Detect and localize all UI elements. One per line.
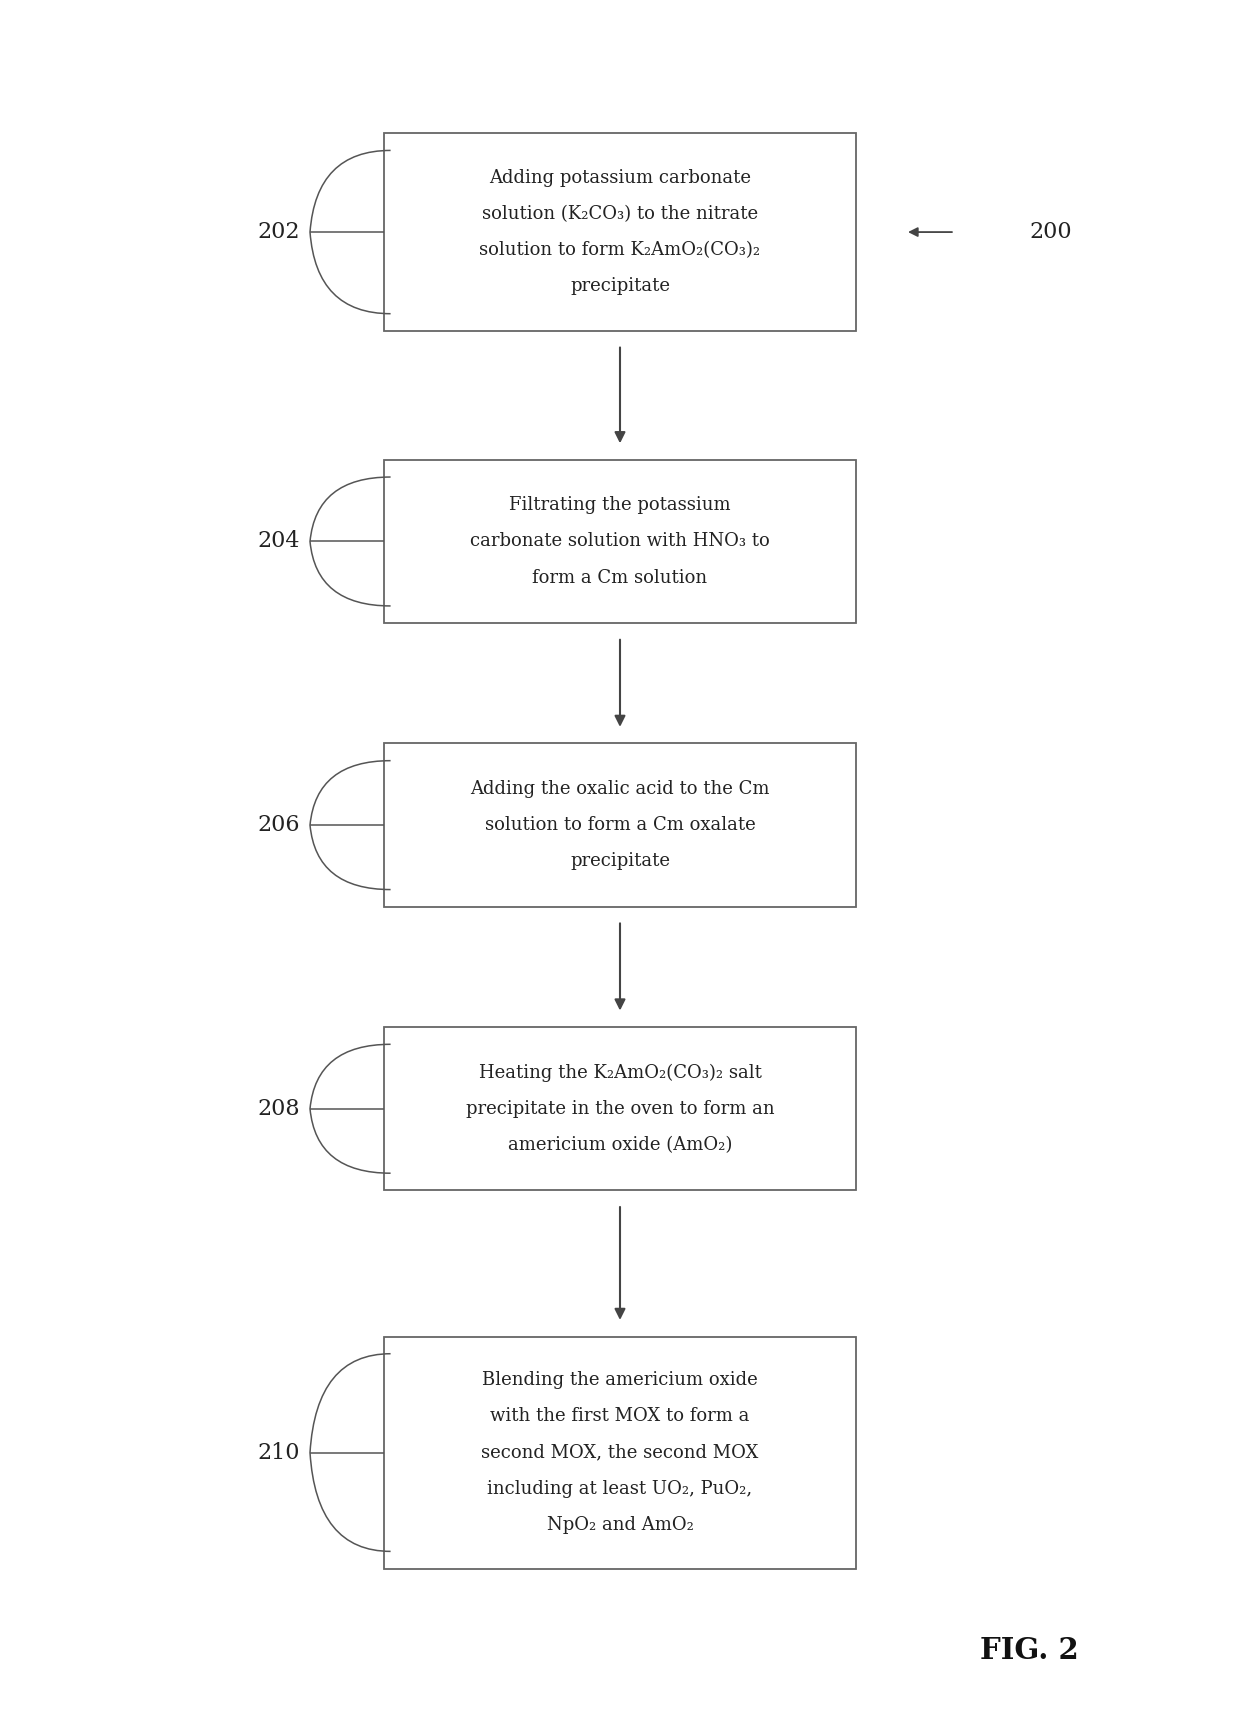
Text: precipitate: precipitate: [570, 853, 670, 870]
Text: solution to form a Cm oxalate: solution to form a Cm oxalate: [485, 817, 755, 834]
Text: precipitate: precipitate: [570, 277, 670, 296]
Text: precipitate in the oven to form an: precipitate in the oven to form an: [466, 1100, 774, 1117]
Text: americium oxide (AmO₂): americium oxide (AmO₂): [508, 1136, 732, 1153]
Text: Filtrating the potassium: Filtrating the potassium: [510, 497, 730, 514]
Text: Heating the K₂AmO₂(CO₃)₂ salt: Heating the K₂AmO₂(CO₃)₂ salt: [479, 1064, 761, 1081]
Text: carbonate solution with HNO₃ to: carbonate solution with HNO₃ to: [470, 533, 770, 550]
FancyBboxPatch shape: [384, 459, 856, 622]
FancyBboxPatch shape: [384, 132, 856, 330]
Text: second MOX, the second MOX: second MOX, the second MOX: [481, 1444, 759, 1461]
Text: 202: 202: [258, 222, 300, 242]
Text: FIG. 2: FIG. 2: [980, 1636, 1079, 1664]
Text: Blending the americium oxide: Blending the americium oxide: [482, 1372, 758, 1389]
FancyBboxPatch shape: [384, 1337, 856, 1568]
Text: NpO₂ and AmO₂: NpO₂ and AmO₂: [547, 1516, 693, 1533]
Text: with the first MOX to form a: with the first MOX to form a: [490, 1408, 750, 1425]
FancyBboxPatch shape: [384, 1026, 856, 1190]
Text: 206: 206: [258, 815, 300, 835]
Text: 208: 208: [258, 1098, 300, 1119]
Text: solution (K₂CO₃) to the nitrate: solution (K₂CO₃) to the nitrate: [482, 205, 758, 223]
Text: Adding potassium carbonate: Adding potassium carbonate: [489, 168, 751, 187]
FancyBboxPatch shape: [384, 743, 856, 906]
Text: 204: 204: [258, 531, 300, 552]
Text: including at least UO₂, PuO₂,: including at least UO₂, PuO₂,: [487, 1480, 753, 1497]
Text: form a Cm solution: form a Cm solution: [532, 569, 708, 586]
Text: 210: 210: [258, 1442, 300, 1463]
Text: solution to form K₂AmO₂(CO₃)₂: solution to form K₂AmO₂(CO₃)₂: [480, 241, 760, 260]
Text: Adding the oxalic acid to the Cm: Adding the oxalic acid to the Cm: [470, 780, 770, 798]
Text: 200: 200: [1029, 222, 1071, 242]
